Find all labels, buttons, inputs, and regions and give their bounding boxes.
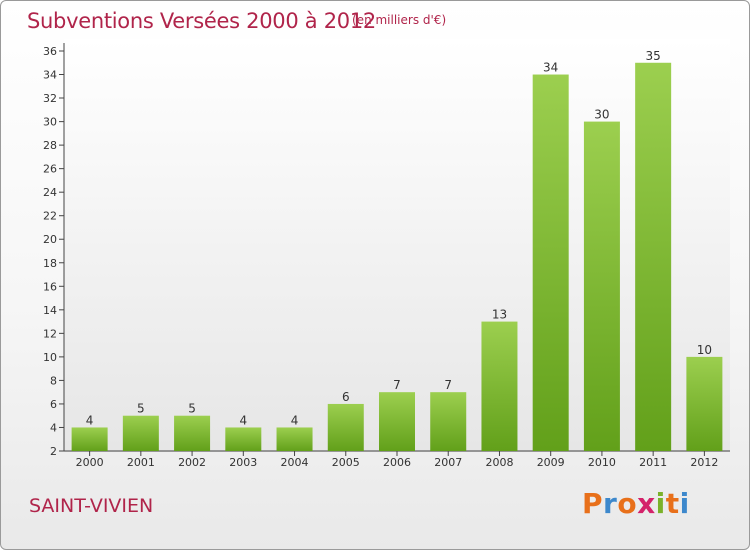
y-tick-label: 6 xyxy=(50,398,57,411)
y-tick-label: 36 xyxy=(43,45,57,58)
bar-2011 xyxy=(635,62,672,451)
logo-letter: t xyxy=(665,487,680,520)
x-tick-label: 2000 xyxy=(76,456,104,469)
value-label-2000: 4 xyxy=(86,413,94,427)
value-label-2001: 5 xyxy=(137,402,145,416)
commune-name: SAINT-VIVIEN xyxy=(29,495,154,517)
value-label-2006: 7 xyxy=(393,378,401,392)
y-tick-label: 34 xyxy=(43,69,57,82)
x-tick-label: 2005 xyxy=(332,456,360,469)
y-tick-label: 4 xyxy=(50,421,57,434)
x-tick-label: 2007 xyxy=(434,456,462,469)
bar-2004 xyxy=(276,427,313,451)
logo-letter: o xyxy=(617,487,638,520)
bar-2005 xyxy=(327,403,364,451)
bar-2006 xyxy=(379,392,415,451)
y-tick-label: 30 xyxy=(43,116,57,129)
y-tick-label: 2 xyxy=(50,445,57,458)
y-tick-label: 8 xyxy=(50,374,57,387)
x-tick-label: 2011 xyxy=(639,456,667,469)
x-tick-label: 2002 xyxy=(178,456,206,469)
y-tick-label: 32 xyxy=(43,92,57,105)
bar-2009 xyxy=(532,74,569,451)
value-label-2007: 7 xyxy=(444,378,452,392)
value-label-2010: 30 xyxy=(594,108,609,122)
y-tick-label: 12 xyxy=(43,327,57,340)
x-axis: 2000 2001 2002 2003 2004 2005 2006 2007 2008 2009… xyxy=(64,450,730,469)
value-label-2008: 13 xyxy=(492,308,507,322)
y-tick-label: 18 xyxy=(43,257,57,270)
y-tick-label: 20 xyxy=(43,233,57,246)
y-tick-label: 28 xyxy=(43,139,57,152)
value-label-2009: 34 xyxy=(543,61,558,75)
x-tick-label: 2012 xyxy=(690,456,718,469)
logo-letter: x xyxy=(637,487,656,520)
bar-2000 xyxy=(71,427,108,451)
unit-label: (en milliers d'€) xyxy=(352,13,447,27)
x-tick-label: 2008 xyxy=(485,456,513,469)
y-tick-label: 26 xyxy=(43,163,57,176)
y-tick-label: 14 xyxy=(43,304,57,317)
x-tick-label: 2009 xyxy=(537,456,565,469)
proxiti-logo: Proxiti xyxy=(582,487,690,520)
y-tick-label: 16 xyxy=(43,280,57,293)
value-label-2004: 4 xyxy=(291,413,299,427)
value-label-2005: 6 xyxy=(342,390,350,404)
value-label-2003: 4 xyxy=(239,413,247,427)
logo-letter: P xyxy=(582,487,604,520)
x-tick-label: 2006 xyxy=(383,456,411,469)
logo-letter: r xyxy=(603,487,618,520)
chart-title: Subventions Versées 2000 à 2012 xyxy=(27,9,376,33)
bar-2010 xyxy=(583,121,620,452)
bar-2007 xyxy=(430,392,467,451)
value-label-2012: 10 xyxy=(697,343,712,357)
bar-2012 xyxy=(686,356,723,451)
logo-letter: i xyxy=(655,487,666,520)
bar-series xyxy=(71,62,723,452)
x-tick-label: 2003 xyxy=(229,456,257,469)
y-tick-label: 22 xyxy=(43,210,57,223)
value-labels: 4 5 5 4 4 6 7 7 13 34 30 35 10 xyxy=(86,49,712,428)
x-tick-label: 2001 xyxy=(127,456,155,469)
bar-2008 xyxy=(481,321,518,451)
y-tick-label: 10 xyxy=(43,351,57,364)
y-tick-label: 24 xyxy=(43,186,57,199)
value-label-2002: 5 xyxy=(188,402,196,416)
bar-2003 xyxy=(225,427,262,451)
logo-letter: i xyxy=(679,487,690,520)
x-tick-label: 2010 xyxy=(588,456,616,469)
bar-2001 xyxy=(122,415,159,451)
value-label-2011: 35 xyxy=(646,49,661,63)
x-tick-label: 2004 xyxy=(281,456,309,469)
bar-2002 xyxy=(174,415,211,451)
